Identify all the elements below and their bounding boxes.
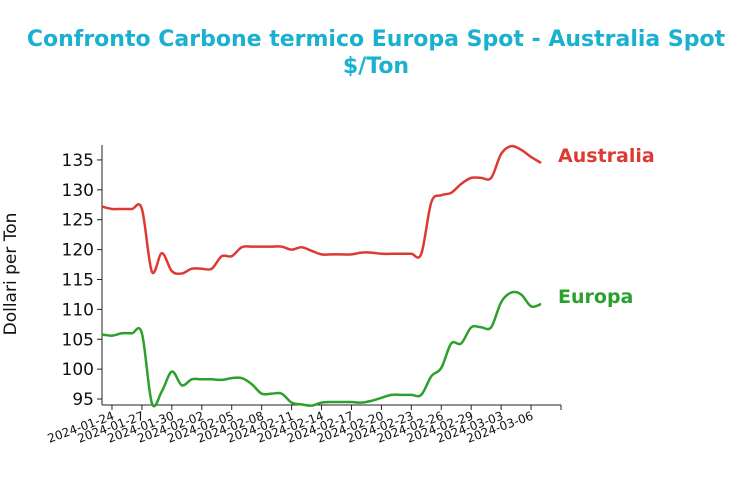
series-label-australia: Australia — [558, 145, 655, 167]
y-tick-label: 110 — [62, 300, 94, 320]
series-labels: Australia Europa — [558, 145, 655, 308]
y-tick-label: 115 — [62, 270, 94, 290]
chart-title: Confronto Carbone termico Europa Spot - … — [26, 27, 726, 52]
series-line-europa — [101, 290, 542, 408]
axes: 951001051101151201251301352024-01-242024… — [46, 145, 562, 446]
series-line-australia — [101, 144, 542, 276]
y-tick-label: 125 — [62, 211, 94, 231]
y-tick-label: 100 — [62, 360, 94, 380]
y-tick-label: 95 — [72, 390, 94, 410]
chart-subtitle: $/Ton — [342, 54, 410, 79]
series-lines — [101, 144, 542, 408]
y-tick-label: 135 — [62, 151, 94, 171]
y-tick-label: 120 — [62, 241, 94, 261]
series-label-europa: Europa — [558, 286, 633, 308]
y-axis-label: Dollari per Ton — [1, 213, 21, 336]
y-tick-label: 105 — [62, 330, 94, 350]
y-tick-label: 130 — [62, 181, 94, 201]
